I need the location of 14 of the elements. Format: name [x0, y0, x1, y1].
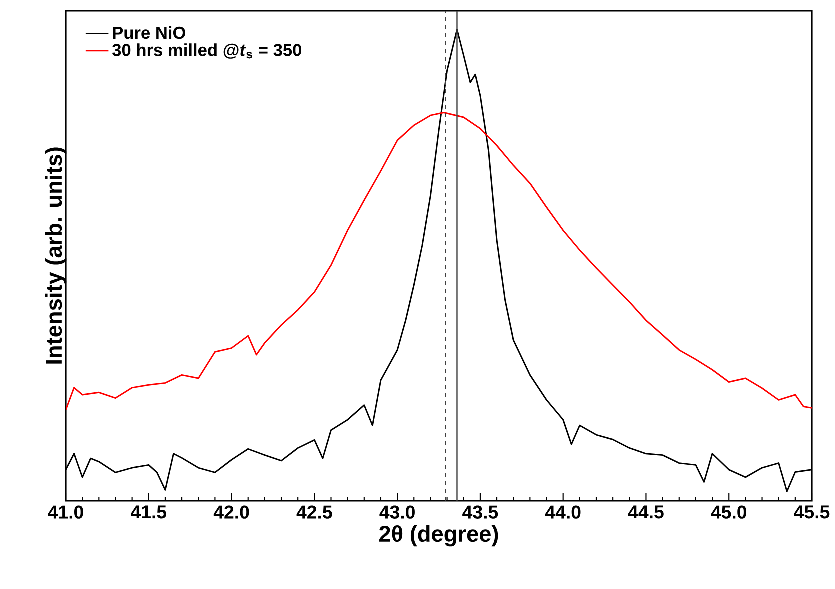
y-axis-title: Intensity (arb. units) — [46, 148, 67, 364]
x-axis-title: 2θ (degree) — [380, 525, 498, 547]
x-tick-label: 41.5 — [131, 506, 167, 519]
x-tick-label: 42.0 — [214, 506, 250, 519]
x-tick-label: 44.5 — [628, 506, 664, 519]
x-tick-label: 42.5 — [296, 506, 332, 519]
x-tick-label: 43.0 — [380, 506, 415, 519]
legend-label: 30 hrs milled @t$_{s}$ = 350 — [112, 44, 302, 59]
x-tick-label: 44.0 — [545, 506, 581, 519]
x-tick-label: 45.0 — [711, 506, 747, 519]
x-tick-label: 45.5 — [794, 506, 830, 519]
x-tick-label: 41.0 — [48, 506, 84, 519]
legend-label: Pure NiO — [113, 26, 186, 40]
x-tick-label: 43.5 — [462, 506, 498, 519]
